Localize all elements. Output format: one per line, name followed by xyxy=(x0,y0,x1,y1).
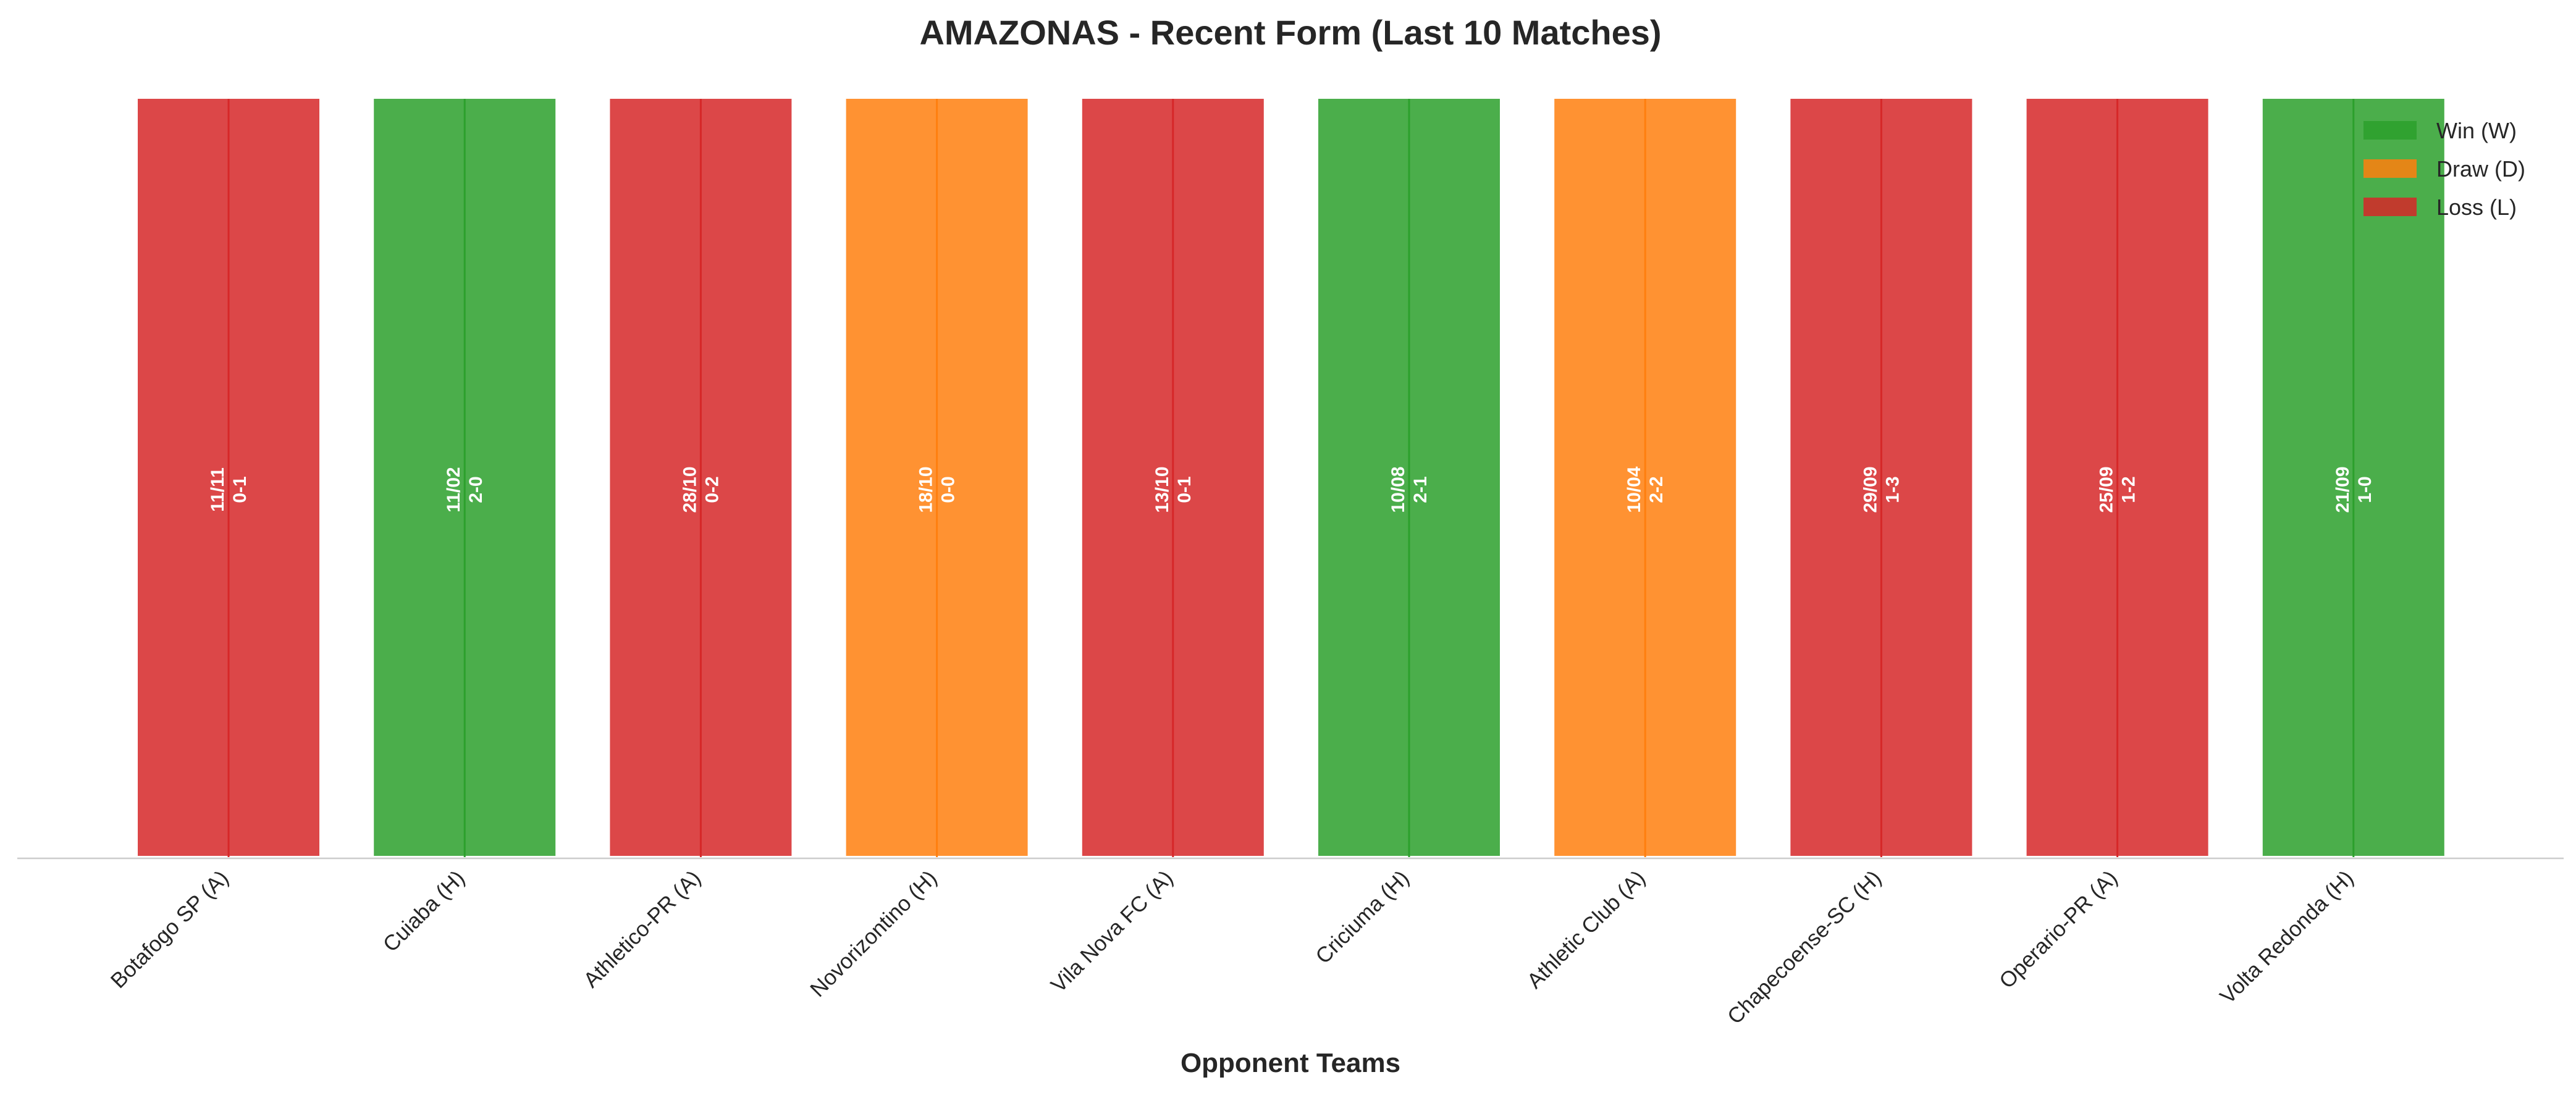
bar-1-score: 0-1 xyxy=(230,476,250,503)
x-tick-label-7: Athletic Club (A) xyxy=(1522,866,1649,993)
bar-4-label: 18/10 0-0 xyxy=(916,466,959,513)
x-tick-label-9: Operario-PR (A) xyxy=(1995,866,2122,993)
bar-5-date: 13/10 xyxy=(1152,466,1172,513)
chart-title: AMAZONAS - Recent Form (Last 10 Matches) xyxy=(919,13,1661,52)
bar-7-score: 2-2 xyxy=(1646,476,1667,503)
bar-4-date: 18/10 xyxy=(916,466,937,513)
x-tick-label-1: Botafogo SP (A) xyxy=(106,866,234,993)
bar-2-score: 2-0 xyxy=(466,476,486,503)
legend-swatch-l xyxy=(2363,198,2417,216)
x-tick-label-10: Volta Redonda (H) xyxy=(2215,866,2358,1008)
x-tick-labels: Botafogo SP (A) Cuiaba (H) Athletico-PR (A… xyxy=(106,866,2359,1029)
bar-10-label: 21/09 1-0 xyxy=(2333,466,2375,513)
bar-8-label: 29/09 1-3 xyxy=(1860,466,1903,513)
x-tick-label-6: Criciuma (H) xyxy=(1311,866,1413,968)
bar-9-date: 25/09 xyxy=(2097,466,2117,513)
bar-3-score: 0-2 xyxy=(702,476,722,503)
bar-10-date: 21/09 xyxy=(2333,466,2353,513)
bar-4-score: 0-0 xyxy=(938,476,959,503)
bar-5-score: 0-1 xyxy=(1174,476,1195,503)
legend-swatch-d xyxy=(2363,159,2417,178)
bar-1-date: 11/11 xyxy=(208,467,228,512)
bar-6-score: 2-1 xyxy=(1410,476,1431,503)
bar-3-date: 28/10 xyxy=(680,466,700,513)
x-tick-label-4: Novorizontino (H) xyxy=(806,866,941,1002)
legend: Win (W) Draw (D) Loss (L) xyxy=(2363,118,2525,220)
bar-7-label: 10/04 2-2 xyxy=(1624,466,1667,513)
x-tick-label-8: Chapecoense-SC (H) xyxy=(1723,866,1886,1029)
x-tick-label-3: Athletico-PR (A) xyxy=(579,866,705,992)
legend-label-d: Draw (D) xyxy=(2436,156,2525,182)
bar-7-date: 10/04 xyxy=(1624,466,1644,513)
bar-6-label: 10/08 2-1 xyxy=(1388,466,1431,513)
x-tick-label-2: Cuiaba (H) xyxy=(379,866,469,957)
bar-2-label: 11/02 2-0 xyxy=(444,467,486,512)
legend-label-w: Win (W) xyxy=(2436,118,2517,143)
legend-swatch-w xyxy=(2363,121,2417,140)
bar-2-date: 11/02 xyxy=(444,467,464,512)
bar-3-label: 28/10 0-2 xyxy=(680,466,722,513)
legend-label-l: Loss (L) xyxy=(2436,195,2517,220)
bar-9-score: 1-2 xyxy=(2119,476,2139,503)
bar-10-score: 1-0 xyxy=(2355,476,2375,503)
bar-8-score: 1-3 xyxy=(1882,476,1903,503)
x-axis-label: Opponent Teams xyxy=(1181,1048,1400,1078)
bar-1-label: 11/11 0-1 xyxy=(208,467,250,512)
bar-5-label: 13/10 0-1 xyxy=(1152,466,1195,513)
bar-6-date: 10/08 xyxy=(1388,466,1408,513)
bar-8-date: 29/09 xyxy=(1860,466,1880,513)
bar-9-label: 25/09 1-2 xyxy=(2097,466,2139,513)
bars-layer: 11/11 0-1 11/02 2-0 28/10 0-2 18/10 0-0 13/10 0-1… xyxy=(135,96,2447,858)
x-tick-label-5: Vila Nova FC (A) xyxy=(1046,866,1178,997)
